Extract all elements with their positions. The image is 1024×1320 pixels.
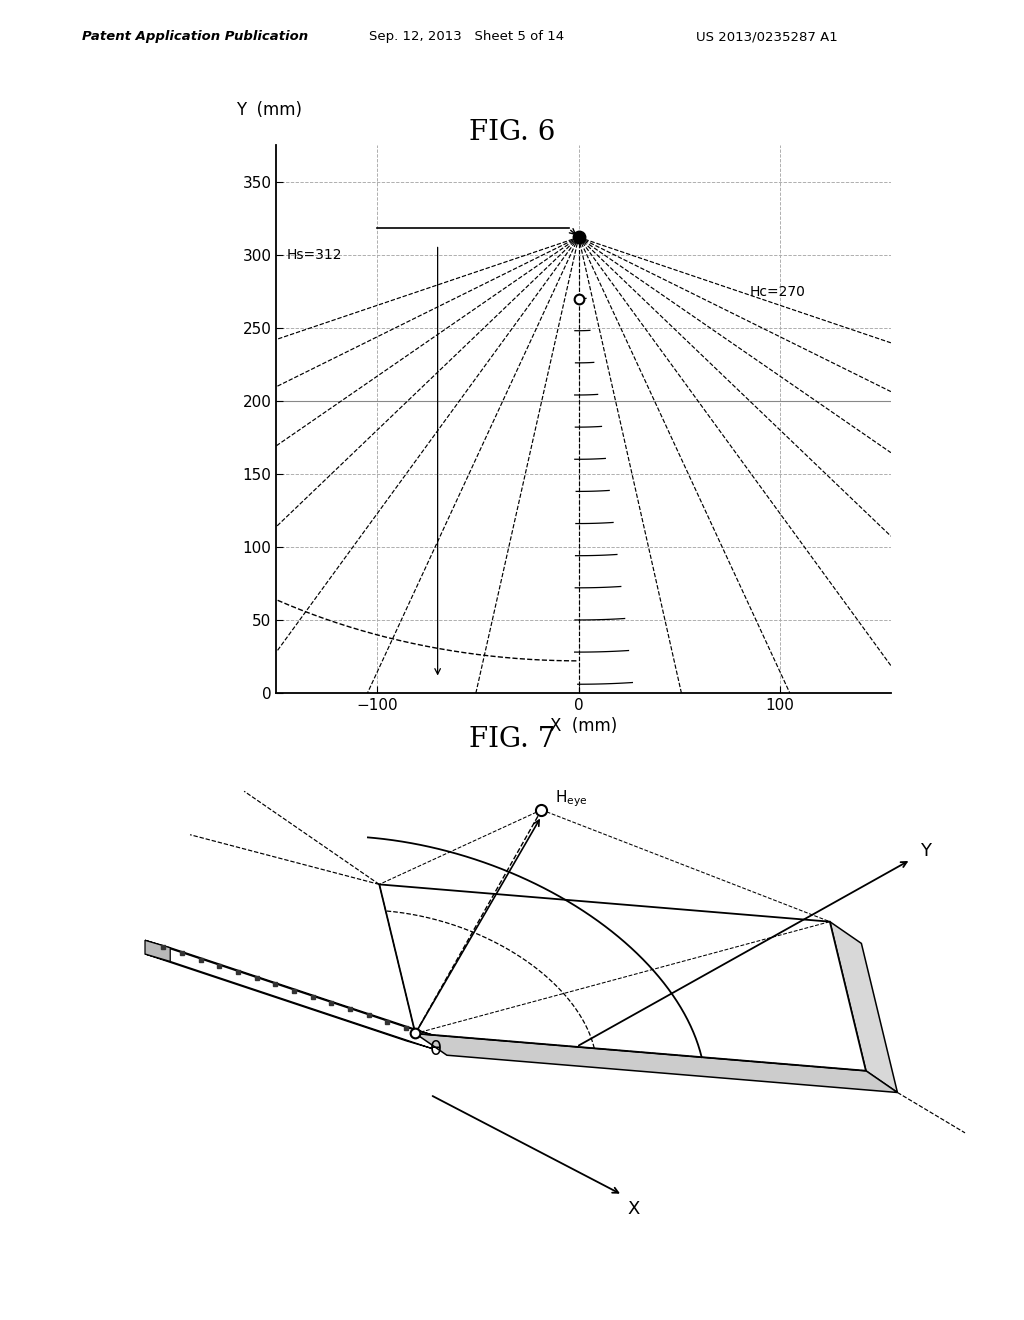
- Text: X: X: [627, 1200, 639, 1217]
- X-axis label: X  (mm): X (mm): [550, 717, 617, 735]
- Text: $\mathregular{H_{eye}}$: $\mathregular{H_{eye}}$: [555, 788, 588, 809]
- Polygon shape: [829, 921, 897, 1093]
- Text: FIG. 6: FIG. 6: [469, 119, 555, 145]
- Polygon shape: [145, 940, 170, 961]
- Polygon shape: [145, 954, 431, 1048]
- Text: Hc=270: Hc=270: [750, 285, 806, 298]
- Polygon shape: [379, 884, 866, 1071]
- Text: Patent Application Publication: Patent Application Publication: [82, 30, 308, 44]
- Polygon shape: [145, 940, 431, 1035]
- Text: Y: Y: [920, 842, 931, 861]
- Text: Sep. 12, 2013   Sheet 5 of 14: Sep. 12, 2013 Sheet 5 of 14: [369, 30, 564, 44]
- Text: FIG. 7: FIG. 7: [469, 726, 555, 752]
- Text: $\mathregular{\theta}$: $\mathregular{\theta}$: [429, 1040, 441, 1059]
- Text: Y  (mm): Y (mm): [237, 100, 302, 119]
- Text: US 2013/0235287 A1: US 2013/0235287 A1: [696, 30, 838, 44]
- Polygon shape: [416, 1034, 897, 1093]
- Text: Hs=312: Hs=312: [287, 248, 342, 263]
